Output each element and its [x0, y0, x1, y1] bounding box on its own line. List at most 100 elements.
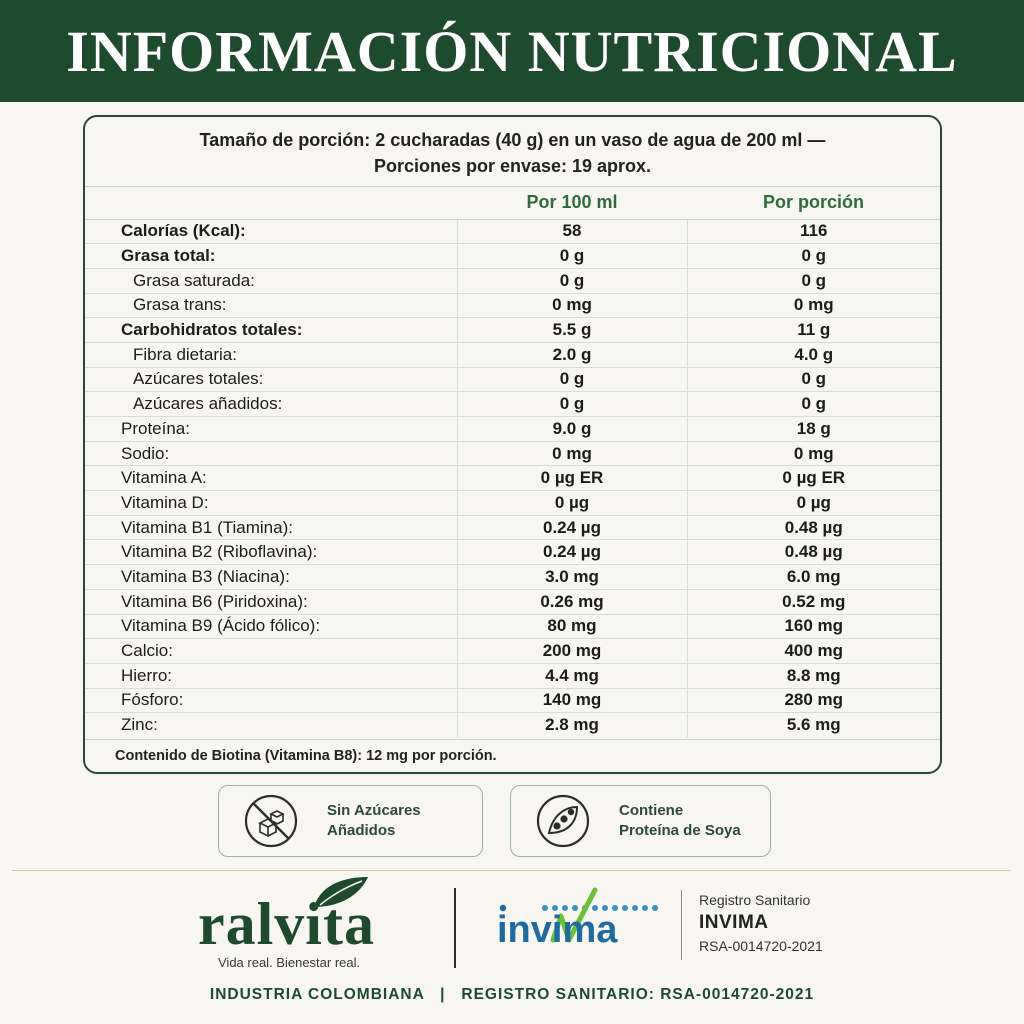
nutrient-column-header	[85, 187, 457, 219]
soy-protein-line2: Proteína de Soya	[619, 822, 741, 839]
no-added-sugar-badge: Sin Azúcares Añadidos	[218, 785, 483, 857]
per-serving-value: 0 mg	[686, 292, 940, 318]
soy-protein-badge: Contiene Proteína de Soya	[510, 785, 771, 857]
per-100ml-value: 2.8 mg	[456, 712, 687, 738]
nutrient-name: Vitamina A:	[85, 465, 457, 491]
nutrient-name: Carbohidratos totales:	[85, 317, 457, 343]
nutrient-name: Vitamina B9 (Ácido fólico):	[85, 613, 457, 639]
nutrient-name: Calorías (Kcal):	[85, 218, 457, 244]
per-serving-value: 0.48 µg	[686, 514, 940, 540]
per-100ml-value: 0 g	[456, 267, 687, 294]
nutrient-name: Proteína:	[85, 416, 457, 442]
table-row: Hierro: 4.4 mg 8.8 mg	[85, 662, 940, 689]
per-serving-value: 280 mg	[686, 687, 940, 713]
divider-line	[12, 870, 1010, 871]
registry-label: Registro Sanitario	[699, 892, 811, 908]
registry-separator	[681, 890, 682, 960]
per-100ml-value: 0 µg	[456, 490, 687, 516]
nutrient-name: Grasa saturada:	[85, 267, 457, 294]
table-row: Zinc: 2.8 mg 5.6 mg	[85, 712, 940, 738]
page-title: INFORMACIÓN NUTRICIONAL	[66, 18, 958, 84]
soy-protein-text: Contiene Proteína de Soya	[619, 801, 741, 841]
table-row: Calorías (Kcal): 58 116	[85, 218, 940, 244]
table-row: Vitamina B6 (Piridoxina): 0.26 mg 0.52 mg	[85, 588, 940, 614]
nutrient-name: Hierro:	[85, 662, 457, 689]
registry-authority: INVIMA	[699, 912, 769, 933]
per-100ml-value: 2.0 g	[456, 341, 687, 368]
per-serving-value: 6.0 mg	[686, 564, 940, 590]
soy-protein-line1: Contiene	[619, 802, 684, 819]
table-row: Sodio: 0 mg 0 mg	[85, 440, 940, 466]
serving-info: Tamaño de porción: 2 cucharadas (40 g) e…	[85, 117, 940, 187]
per-100ml-value: 0 g	[456, 391, 687, 417]
per-serving-value: 18 g	[686, 416, 940, 442]
nutrient-name: Vitamina B6 (Piridoxina):	[85, 588, 457, 614]
invima-logo: invima	[497, 887, 658, 951]
per-100ml-value: 0 g	[456, 243, 687, 269]
bottom-registry-line: INDUSTRIA COLOMBIANA | REGISTRO SANITARI…	[209, 986, 815, 1003]
per-serving-value: 0 g	[686, 267, 940, 294]
per-serving-value: 0 µg	[686, 490, 940, 516]
per-100ml-value: 0.24 µg	[456, 514, 687, 540]
per-100ml-value: 140 mg	[456, 687, 687, 713]
serving-size-line: Tamaño de porción: 2 cucharadas (40 g) e…	[199, 130, 826, 150]
nutrient-name: Vitamina B3 (Niacina):	[85, 564, 457, 590]
servings-per-container-line: Porciones por envase: 19 aprox.	[373, 156, 652, 176]
table-row: Vitamina A: 0 µg ER 0 µg ER	[85, 465, 940, 491]
per-100ml-value: 0 g	[456, 366, 687, 392]
per-serving-value: 116	[686, 218, 940, 244]
ralvita-leaf-icon	[314, 877, 368, 907]
registry-number: RSA-0014720-2021	[699, 938, 823, 954]
nutrient-name: Vitamina B1 (Tiamina):	[85, 514, 457, 540]
per-serving-value: 400 mg	[686, 638, 940, 664]
nutrition-table: Por 100 ml Por porción Calorías (Kcal): 5…	[85, 187, 940, 738]
per-100ml-value: 80 mg	[456, 613, 687, 639]
nutrient-name: Calcio:	[85, 638, 457, 664]
table-row: Calcio: 200 mg 400 mg	[85, 638, 940, 664]
nutrient-name: Zinc:	[85, 712, 457, 738]
no-added-sugar-text: Sin Azúcares Añadidos	[327, 801, 421, 841]
table-row: Vitamina B9 (Ácido fólico): 80 mg 160 mg	[85, 613, 940, 639]
table-row: Carbohidratos totales: 5.5 g 11 g	[85, 317, 940, 343]
nutrition-panel: Tamaño de porción: 2 cucharadas (40 g) e…	[83, 115, 942, 774]
logo-separator	[454, 888, 456, 968]
per-100ml-value: 9.0 g	[456, 416, 687, 442]
nutrient-name: Grasa trans:	[85, 292, 457, 318]
title-banner: INFORMACIÓN NUTRICIONAL	[0, 0, 1024, 102]
per-100ml-value: 0.26 mg	[456, 588, 687, 614]
nutrient-name: Grasa total:	[85, 243, 457, 269]
table-row: Fósforo: 140 mg 280 mg	[85, 687, 940, 713]
per-serving-value: 0 g	[686, 391, 940, 417]
per-serving-value: 0 g	[686, 243, 940, 269]
soybean-pod-icon	[536, 794, 590, 848]
nutrient-name: Vitamina D:	[85, 490, 457, 516]
biotin-footnote: Contenido de Biotina (Vitamina B8): 12 m…	[85, 739, 940, 772]
per-serving-value: 0.52 mg	[686, 588, 940, 614]
per-serving-value: 0 mg	[686, 440, 940, 466]
per-serving-value: 5.6 mg	[686, 712, 940, 738]
per-100ml-value: 200 mg	[456, 638, 687, 664]
per-100ml-value: 4.4 mg	[456, 662, 687, 689]
per-100ml-value: 0 mg	[456, 292, 687, 318]
per-serving-value: 0.48 µg	[686, 539, 940, 565]
per-100ml-value: 0 µg ER	[456, 465, 687, 491]
table-row: Proteína: 9.0 g 18 g	[85, 416, 940, 442]
per-serving-value: 4.0 g	[686, 341, 940, 368]
nutrient-name: Fósforo:	[85, 687, 457, 713]
table-row: Vitamina B2 (Riboflavina): 0.24 µg 0.48 µg	[85, 539, 940, 565]
table-row: Fibra dietaria: 2.0 g 4.0 g	[85, 341, 940, 368]
ralvita-tagline: Vida real. Bienestar real.	[218, 955, 361, 970]
per-serving-column-header: Por porción	[762, 192, 864, 213]
nutrient-name: Vitamina B2 (Riboflavina):	[85, 539, 457, 565]
no-added-sugar-line1: Sin Azúcares	[327, 802, 421, 819]
per-100ml-column-header: Por 100 ml	[526, 192, 618, 213]
ralvita-logo: ralvita	[198, 891, 375, 957]
nutrient-name: Fibra dietaria:	[85, 341, 457, 368]
no-sugar-cubes-icon	[244, 794, 298, 848]
no-added-sugar-line2: Añadidos	[327, 822, 396, 839]
per-serving-value: 8.8 mg	[686, 662, 940, 689]
per-serving-value: 0 g	[686, 366, 940, 392]
